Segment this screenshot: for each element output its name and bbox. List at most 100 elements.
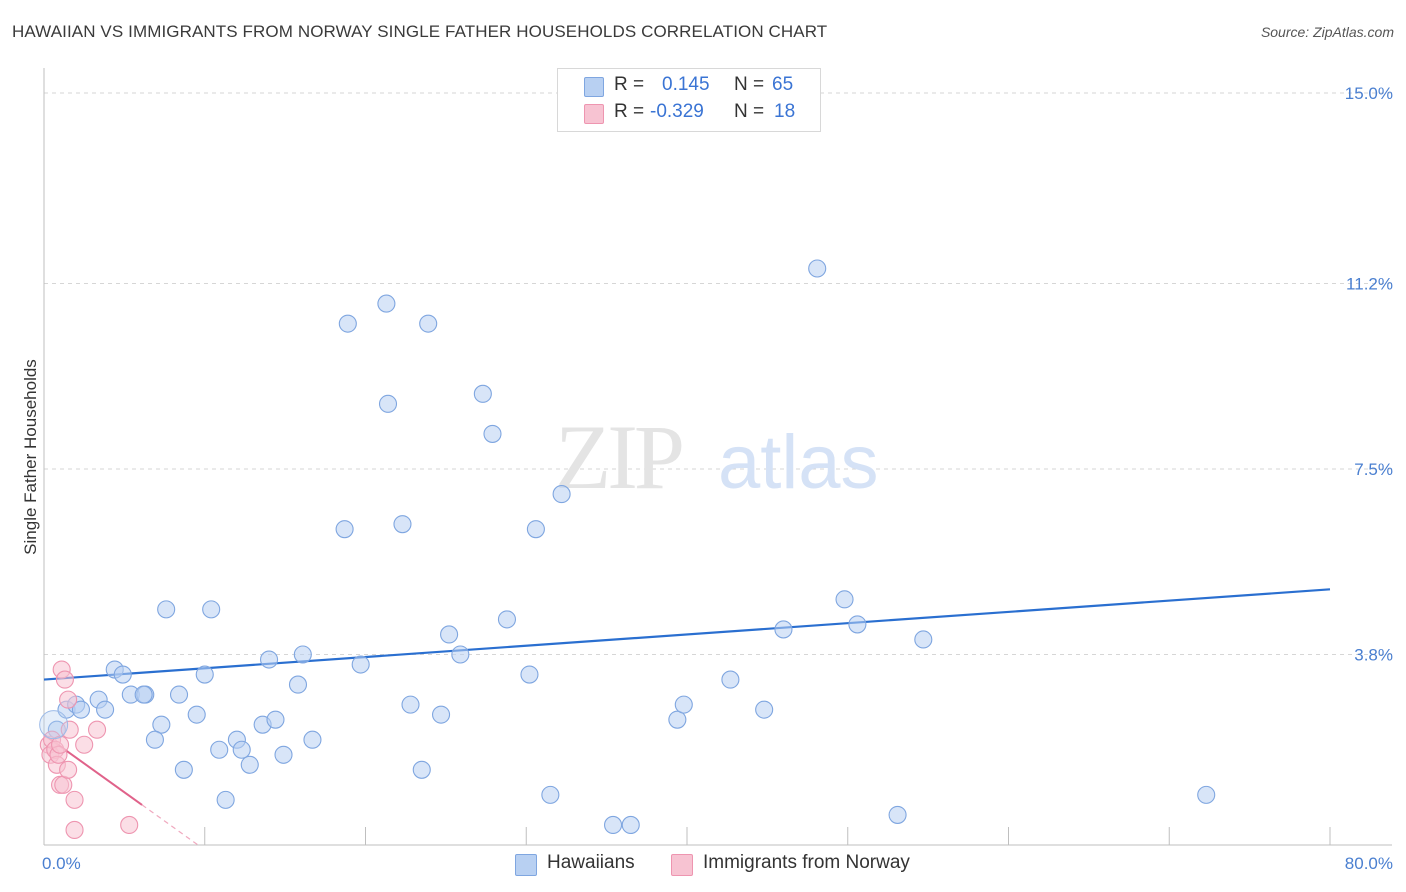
point-hawaiians [552,485,571,504]
point-hawaiians [419,314,438,333]
y-tick-labels: 3.8% 7.5% 11.2% 15.0% [1345,84,1393,664]
point-norway [87,720,107,739]
point-hawaiians [721,670,740,689]
point-hawaiians [335,520,354,539]
point-hawaiians [96,700,115,719]
point-norway [54,775,73,794]
point-norway [59,690,78,709]
point-hawaiians [113,665,132,684]
legend-r-label: R = [614,101,645,122]
source-label: Source: ZipAtlas.com [1260,24,1394,40]
stats-legend: R = 0.145 N = 65 R = -0.329 N = 18 [557,68,821,132]
point-hawaiians [338,314,357,333]
point-hawaiians [432,705,451,724]
axes [43,68,1392,846]
watermark-zip: ZIP [555,406,682,508]
point-norway [59,760,78,779]
point-hawaiians [71,700,91,719]
legend-n-label: N = [734,74,765,95]
point-norway [60,720,79,739]
point-hawaiians [674,695,693,714]
legend-swatch-norway [584,104,604,124]
y-axis-label: Single Father Households [21,359,40,555]
trend-line-norway-extension [141,804,199,846]
point-norway [51,735,70,754]
point-norway [65,790,84,809]
point-hawaiians [774,620,793,639]
point-hawaiians [232,740,251,759]
point-hawaiians [303,730,322,749]
point-hawaiians [293,645,312,664]
point-hawaiians [835,590,854,609]
x-tick-label: 80.0% [1345,854,1393,873]
point-hawaiians [187,705,206,724]
point-hawaiians [604,815,623,834]
point-hawaiians [174,760,193,779]
point-hawaiians [195,665,214,684]
point-hawaiians [401,695,420,714]
point-norway [55,670,74,689]
point-hawaiians [377,294,396,313]
point-norway [65,820,84,840]
legend-n-value-hawaiians: 65 [772,74,794,95]
chart-title: HAWAIIAN VS IMMIGRANTS FROM NORWAY SINGL… [12,22,828,41]
point-hawaiians [134,685,153,704]
y-tick-label: 11.2% [1346,275,1393,294]
point-hawaiians [526,520,545,539]
point-hawaiians [157,600,176,619]
legend-swatch-hawaiians [584,77,604,97]
point-hawaiians [668,710,687,729]
point-norway [75,735,94,754]
point-hawaiians [808,259,827,278]
point-hawaiians [274,745,293,764]
point-hawaiians [145,730,164,749]
point-hawaiians [169,685,189,704]
legend-n-label: N = [734,101,765,122]
point-hawaiians [288,675,308,694]
point-hawaiians [266,710,285,729]
bottom-legend-swatch-hawaiians [515,854,537,876]
legend-r-value-norway: -0.329 [650,101,704,122]
point-hawaiians [473,384,492,403]
point-hawaiians [259,650,279,669]
point-hawaiians [888,805,907,824]
bottom-legend-swatch-norway [671,854,693,876]
point-hawaiians [541,785,560,804]
point-hawaiians [497,610,517,629]
point-hawaiians [393,515,412,534]
bottom-legend-label-hawaiians: Hawaiians [547,852,635,873]
point-hawaiians [216,790,235,809]
point-hawaiians [39,710,69,740]
watermark-atlas: atlas [718,420,879,505]
point-hawaiians [520,665,539,684]
point-norway [120,815,139,834]
point-hawaiians [351,655,370,674]
trend-line-hawaiians [43,588,1331,681]
point-hawaiians [210,740,229,759]
point-hawaiians [755,700,774,719]
point-hawaiians [914,630,933,649]
point-hawaiians [440,625,459,644]
grid-lines [44,92,1392,656]
trend-lines [43,588,1331,846]
y-tick-label: 15.0% [1345,84,1393,103]
point-hawaiians [152,715,171,734]
point-hawaiians [451,645,470,664]
x-tick-label: 0.0% [42,854,81,873]
legend-r-value-hawaiians: 0.145 [662,74,710,95]
y-tick-label: 3.8% [1354,646,1393,665]
point-hawaiians [1197,785,1216,804]
data-points [39,259,1216,840]
bottom-legend-label-norway: Immigrants from Norway [703,852,910,873]
point-hawaiians [621,815,640,834]
point-hawaiians [848,615,867,634]
point-hawaiians [240,755,259,774]
legend-n-value-norway: 18 [774,101,796,122]
point-hawaiians [483,424,502,443]
point-hawaiians [412,760,431,779]
legend-r-label: R = [614,74,645,95]
y-tick-label: 7.5% [1354,460,1393,479]
point-hawaiians [378,394,398,413]
x-tick-labels: 0.0% 80.0% [42,854,1393,873]
